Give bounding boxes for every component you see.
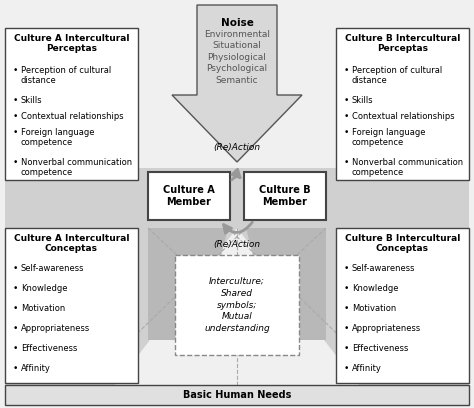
Text: •: • <box>13 96 18 105</box>
Bar <box>5 228 138 383</box>
Text: Nonverbal communication
competence: Nonverbal communication competence <box>21 158 132 177</box>
Polygon shape <box>172 5 302 162</box>
Polygon shape <box>237 228 469 385</box>
Bar <box>336 228 469 383</box>
Text: Nonverbal communication
competence: Nonverbal communication competence <box>352 158 463 177</box>
Text: •: • <box>344 264 349 273</box>
Bar <box>148 172 230 220</box>
Text: Interculture;
Shared
symbols;
Mutual
understanding: Interculture; Shared symbols; Mutual und… <box>204 277 270 333</box>
Text: •: • <box>13 158 18 167</box>
Text: •: • <box>344 158 349 167</box>
Text: Skills: Skills <box>21 96 43 105</box>
Bar <box>5 385 469 405</box>
Text: Perception of cultural
distance: Perception of cultural distance <box>21 66 111 85</box>
Text: Motivation: Motivation <box>352 304 396 313</box>
Text: Contextual relationships: Contextual relationships <box>21 112 124 121</box>
Text: •: • <box>344 112 349 121</box>
Text: •: • <box>344 324 349 333</box>
Text: Affinity: Affinity <box>352 364 382 373</box>
Text: •: • <box>344 364 349 373</box>
Text: •: • <box>13 264 18 273</box>
Text: Motivation: Motivation <box>21 304 65 313</box>
Text: Environmental
Situational
Physiological
Psychological
Semantic: Environmental Situational Physiological … <box>204 30 270 85</box>
Text: Culture B Intercultural
Perceptas: Culture B Intercultural Perceptas <box>345 34 460 53</box>
Text: Foreign language
competence: Foreign language competence <box>21 128 94 147</box>
Bar <box>336 28 469 180</box>
Bar <box>5 28 138 180</box>
Bar <box>175 255 299 355</box>
Text: Culture A Intercultural
Perceptas: Culture A Intercultural Perceptas <box>14 34 129 53</box>
Text: Appropriateness: Appropriateness <box>352 324 421 333</box>
Text: Culture B
Member: Culture B Member <box>259 185 311 207</box>
Text: Basic Human Needs: Basic Human Needs <box>183 390 291 400</box>
Text: (Re)Action: (Re)Action <box>213 240 261 249</box>
Text: Effectiveness: Effectiveness <box>21 344 77 353</box>
Text: Noise: Noise <box>220 18 254 28</box>
Text: •: • <box>344 66 349 75</box>
Text: •: • <box>13 66 18 75</box>
Text: Skills: Skills <box>352 96 374 105</box>
Text: •: • <box>13 128 18 137</box>
FancyArrowPatch shape <box>232 169 240 180</box>
Text: •: • <box>13 304 18 313</box>
Text: Knowledge: Knowledge <box>21 284 67 293</box>
Text: Self-awareness: Self-awareness <box>21 264 84 273</box>
FancyArrowPatch shape <box>224 222 252 233</box>
Text: •: • <box>344 96 349 105</box>
Text: (Re)Action: (Re)Action <box>213 143 261 152</box>
Text: •: • <box>13 344 18 353</box>
Text: Culture A
Member: Culture A Member <box>163 185 215 207</box>
Text: Appropriateness: Appropriateness <box>21 324 90 333</box>
Text: Affinity: Affinity <box>21 364 51 373</box>
Bar <box>5 168 469 228</box>
Text: •: • <box>13 324 18 333</box>
Text: •: • <box>13 364 18 373</box>
Text: Self-awareness: Self-awareness <box>352 264 416 273</box>
Polygon shape <box>246 228 326 340</box>
Text: Contextual relationships: Contextual relationships <box>352 112 455 121</box>
Text: Effectiveness: Effectiveness <box>352 344 409 353</box>
Text: Knowledge: Knowledge <box>352 284 399 293</box>
Text: •: • <box>344 344 349 353</box>
Text: •: • <box>344 284 349 293</box>
Text: Culture B Intercultural
Conceptas: Culture B Intercultural Conceptas <box>345 234 460 253</box>
Polygon shape <box>148 228 228 340</box>
Text: Foreign language
competence: Foreign language competence <box>352 128 426 147</box>
Text: Culture A Intercultural
Conceptas: Culture A Intercultural Conceptas <box>14 234 129 253</box>
Text: •: • <box>344 128 349 137</box>
Bar <box>244 172 326 220</box>
Polygon shape <box>5 228 237 385</box>
Text: •: • <box>344 304 349 313</box>
Text: •: • <box>13 112 18 121</box>
Text: •: • <box>13 284 18 293</box>
Text: Perception of cultural
distance: Perception of cultural distance <box>352 66 442 85</box>
